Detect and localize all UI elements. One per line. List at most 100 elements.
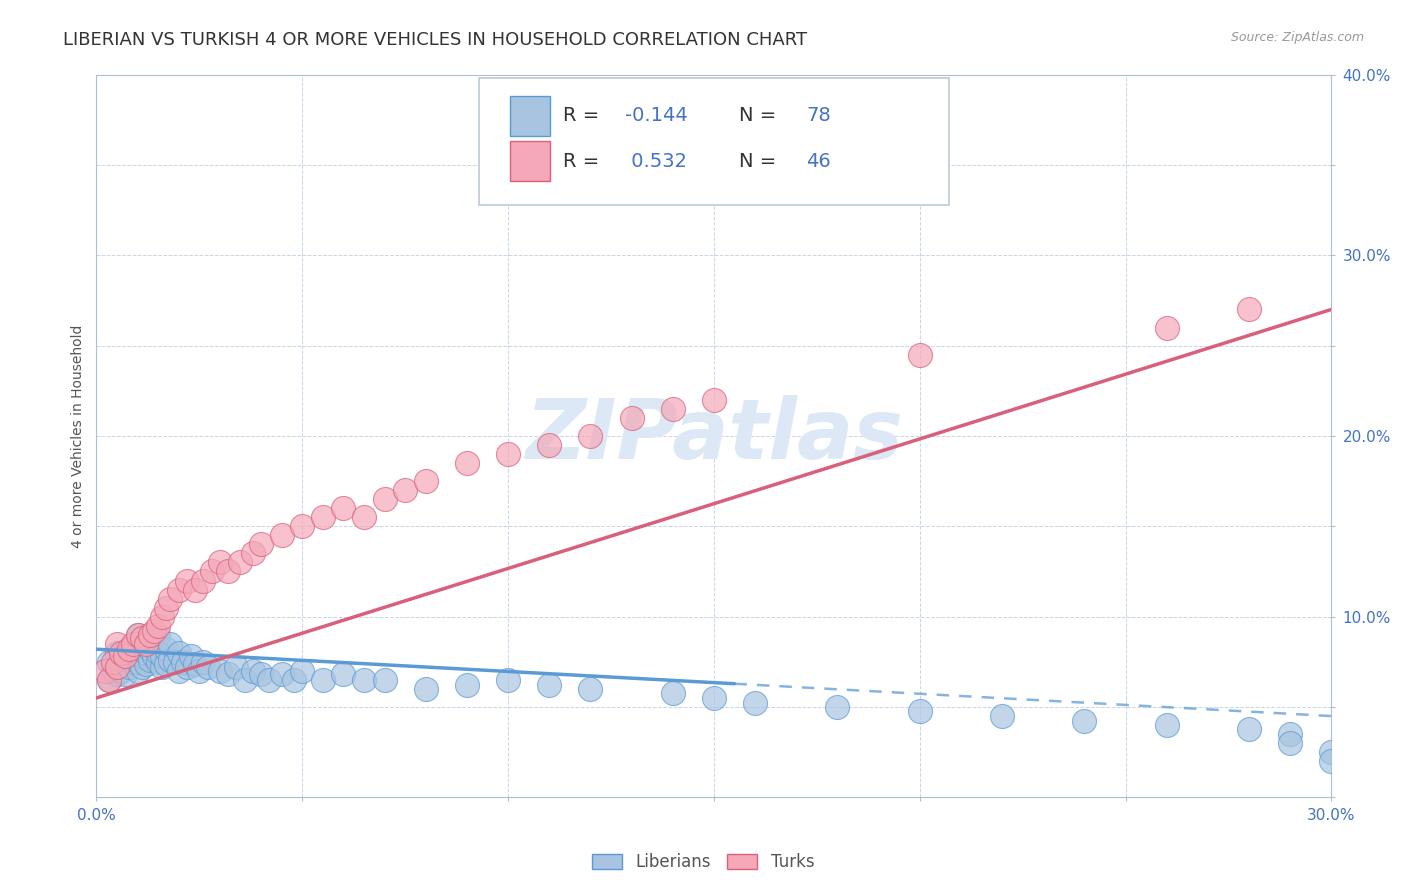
Point xyxy=(703,392,725,407)
Point xyxy=(250,537,273,551)
Point xyxy=(139,642,162,657)
Point xyxy=(233,673,256,687)
Point xyxy=(110,646,132,660)
Point xyxy=(415,474,437,488)
Point xyxy=(159,637,181,651)
Point xyxy=(270,528,292,542)
Point xyxy=(242,664,264,678)
Point xyxy=(373,673,395,687)
Point xyxy=(184,582,207,597)
Point xyxy=(291,664,314,678)
Point xyxy=(332,667,354,681)
Point xyxy=(661,685,683,699)
Point xyxy=(167,582,190,597)
Point xyxy=(496,673,519,687)
Point xyxy=(744,697,766,711)
Point xyxy=(167,664,190,678)
Point xyxy=(176,660,198,674)
Point xyxy=(1320,754,1343,768)
Point xyxy=(139,628,162,642)
Text: LIBERIAN VS TURKISH 4 OR MORE VEHICLES IN HOUSEHOLD CORRELATION CHART: LIBERIAN VS TURKISH 4 OR MORE VEHICLES I… xyxy=(63,31,807,49)
Point xyxy=(172,655,194,669)
Point xyxy=(122,637,145,651)
Point xyxy=(908,704,931,718)
Point xyxy=(155,642,177,657)
Point xyxy=(131,632,153,646)
Point xyxy=(250,667,273,681)
Point xyxy=(150,660,173,674)
Point xyxy=(1279,736,1302,750)
Point xyxy=(105,646,128,660)
Point xyxy=(180,649,202,664)
Text: N =: N = xyxy=(738,106,782,125)
Point xyxy=(908,348,931,362)
Point xyxy=(122,655,145,669)
Point xyxy=(1156,718,1178,732)
Point xyxy=(122,637,145,651)
Point xyxy=(150,609,173,624)
Text: N =: N = xyxy=(738,152,782,170)
Point xyxy=(208,664,231,678)
Point xyxy=(139,653,162,667)
Point xyxy=(538,438,561,452)
Point xyxy=(291,519,314,533)
Text: Source: ZipAtlas.com: Source: ZipAtlas.com xyxy=(1230,31,1364,45)
Point xyxy=(131,649,153,664)
Point xyxy=(620,410,643,425)
Y-axis label: 4 or more Vehicles in Household: 4 or more Vehicles in Household xyxy=(72,325,86,548)
Point xyxy=(283,673,305,687)
FancyBboxPatch shape xyxy=(510,142,550,181)
Point xyxy=(332,501,354,516)
Point xyxy=(143,637,166,651)
Point xyxy=(1073,714,1095,729)
Point xyxy=(135,637,157,651)
Point xyxy=(225,660,247,674)
Point xyxy=(193,655,215,669)
FancyBboxPatch shape xyxy=(479,78,949,204)
Point xyxy=(188,664,211,678)
Point xyxy=(127,628,149,642)
Point xyxy=(197,660,219,674)
Point xyxy=(135,646,157,660)
Point xyxy=(201,565,224,579)
Point xyxy=(496,447,519,461)
Text: ZIPatlas: ZIPatlas xyxy=(524,395,903,476)
Point xyxy=(93,664,115,678)
Point xyxy=(127,664,149,678)
Point xyxy=(118,660,141,674)
Point xyxy=(146,618,169,632)
Point xyxy=(131,660,153,674)
Point xyxy=(827,700,849,714)
Point xyxy=(661,401,683,416)
Point xyxy=(703,690,725,705)
Text: 46: 46 xyxy=(807,152,831,170)
Point xyxy=(1320,745,1343,759)
Point xyxy=(270,667,292,681)
Point xyxy=(101,655,124,669)
Point xyxy=(101,664,124,678)
Point xyxy=(991,709,1014,723)
Point xyxy=(105,660,128,674)
Point xyxy=(538,678,561,692)
Point xyxy=(312,673,335,687)
Point xyxy=(105,637,128,651)
Point xyxy=(456,456,478,470)
Point xyxy=(114,667,136,681)
Point xyxy=(167,646,190,660)
Point xyxy=(159,591,181,606)
Point xyxy=(1237,722,1260,736)
Point xyxy=(1156,320,1178,334)
Point xyxy=(353,510,375,524)
Point xyxy=(127,646,149,660)
Point xyxy=(579,681,602,696)
Point xyxy=(415,681,437,696)
Point xyxy=(1279,727,1302,741)
Point xyxy=(118,649,141,664)
Point xyxy=(97,655,120,669)
Point xyxy=(353,673,375,687)
Point xyxy=(146,628,169,642)
Point xyxy=(208,556,231,570)
Point xyxy=(1237,302,1260,317)
Text: -0.144: -0.144 xyxy=(624,106,688,125)
Point xyxy=(97,673,120,687)
